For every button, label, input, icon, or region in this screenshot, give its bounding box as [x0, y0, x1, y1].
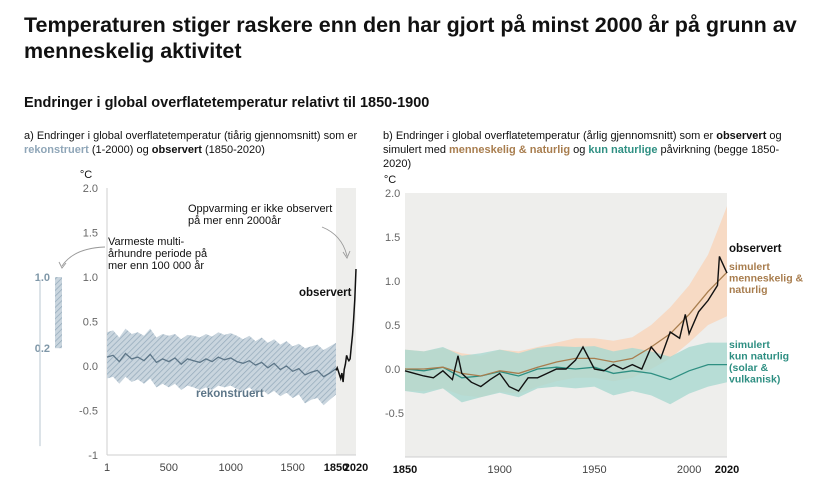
caption-b-human: menneskelig & naturlig — [449, 144, 571, 156]
annotation-unprecedented-arrow — [321, 226, 348, 257]
x-tick-label-b: 1900 — [487, 464, 511, 476]
caption-b-part4: påvirkning (begge 1850-2020) — [383, 144, 780, 170]
annotation-warmest-line: Varmeste multi- — [108, 236, 185, 248]
y-tick-label-a: -0.5 — [79, 406, 98, 418]
y-tick-label-a: 2.0 — [83, 183, 98, 195]
caption-b-part1: b) Endringer i global overflatetemperatu… — [383, 130, 717, 142]
y-tick-label-a: 0.5 — [83, 317, 98, 329]
natural-label-line: kun naturlig — [729, 351, 789, 363]
annotation-warmest-line: mer enn 100 000 år — [108, 260, 204, 272]
caption-b-part3: og — [570, 144, 589, 156]
y-tick-label-a: 1.0 — [83, 272, 98, 284]
natural-label-line: simulert — [729, 339, 770, 351]
annotation-unprecedented-arrowhead — [342, 250, 351, 259]
x-tick-label-a: 500 — [160, 462, 178, 474]
recon-label-a: rekonstruert — [196, 388, 264, 400]
natural-label-line: (solar & — [729, 362, 769, 374]
x-tick-label-a: 2020 — [344, 462, 368, 474]
x-tick-label-b: 1850 — [393, 464, 417, 476]
obs-period-shade-a — [336, 188, 356, 455]
caption-b-obs: observert — [716, 130, 767, 142]
page-subtitle: Endringer i global overflatetemperatur r… — [24, 95, 430, 111]
annotation-unprecedented-line: på mer enn 2000år — [188, 215, 281, 227]
caption-b-part2: og simulert med — [383, 130, 782, 156]
caption-a-recon: rekonstruert — [24, 144, 89, 156]
y-tick-label-b: 1.0 — [385, 276, 400, 288]
y-tick-label-b: 1.5 — [385, 232, 400, 244]
y-tick-label-b: -0.5 — [385, 408, 404, 420]
y-unit-b: °C — [384, 174, 396, 186]
x-tick-label-b: 2020 — [715, 464, 739, 476]
annotation-warmest-arrowhead — [58, 261, 67, 269]
page-title: Temperaturen stiger raskere enn den har … — [24, 13, 797, 63]
warmest-period-bar — [55, 277, 62, 349]
caption-panel-a: a) Endringer i global overflatetemperatu… — [24, 129, 364, 157]
human-label-line: menneskelig & — [729, 273, 804, 285]
human-natural-line — [405, 271, 728, 377]
annotation-warmest-line: århundre periode på — [108, 248, 208, 260]
caption-a-part2: (1-2000) og — [88, 144, 152, 156]
bar-label-low: 0.2 — [35, 343, 50, 355]
observed-label-b: observert — [729, 243, 782, 255]
x-tick-label-b: 2000 — [677, 464, 701, 476]
y-unit-a: °C — [80, 169, 92, 181]
recon-uncertainty-band — [107, 328, 336, 406]
y-tick-label-a: 0.0 — [83, 361, 98, 373]
observed-label-a: observert — [299, 287, 352, 299]
natural-label-line: vulkanisk) — [729, 374, 780, 386]
chart-panel-b: °C -0.5 0.0 0.5 1.0 1.5 2.0 1850 1900 1950 2000 202… — [384, 174, 804, 476]
recon-series-line — [106, 352, 337, 378]
y-tick-label-b: 0.0 — [385, 364, 400, 376]
human-label-line: simulert — [729, 261, 770, 273]
bar-label-high: 1.0 — [35, 272, 50, 284]
caption-a-part3: (1850-2020) — [201, 144, 265, 156]
x-tick-label-a: 1500 — [280, 462, 304, 474]
caption-panel-b: b) Endringer i global overflatetemperatu… — [383, 129, 803, 171]
annotation-unprecedented-line: Oppvarming er ikke observert — [188, 203, 332, 215]
human-label-line: naturlig — [729, 284, 768, 296]
observed-series-line-b — [404, 256, 728, 392]
chart-panel-a: °C-1-0.50.00.51.01.52.01 500 1000 1500 18502… — [35, 169, 369, 474]
x-tick-label-b: 1950 — [582, 464, 606, 476]
caption-a-obs: observert — [151, 144, 202, 156]
x-tick-label-a: 1 — [104, 462, 110, 474]
caption-a-part1: a) Endringer i global overflatetemperatu… — [24, 130, 358, 142]
annotation-warmest-arrow — [61, 246, 106, 267]
y-tick-label-a: 1.5 — [83, 228, 98, 240]
y-tick-label-b: 2.0 — [385, 188, 400, 200]
caption-b-natural: kun naturlige — [588, 144, 658, 156]
y-tick-label-a: -1 — [88, 450, 98, 462]
y-tick-label-b: 0.5 — [385, 320, 400, 332]
observed-series-line-a — [335, 268, 357, 383]
x-tick-label-a: 1850 — [324, 462, 348, 474]
x-tick-label-a: 1000 — [218, 462, 242, 474]
